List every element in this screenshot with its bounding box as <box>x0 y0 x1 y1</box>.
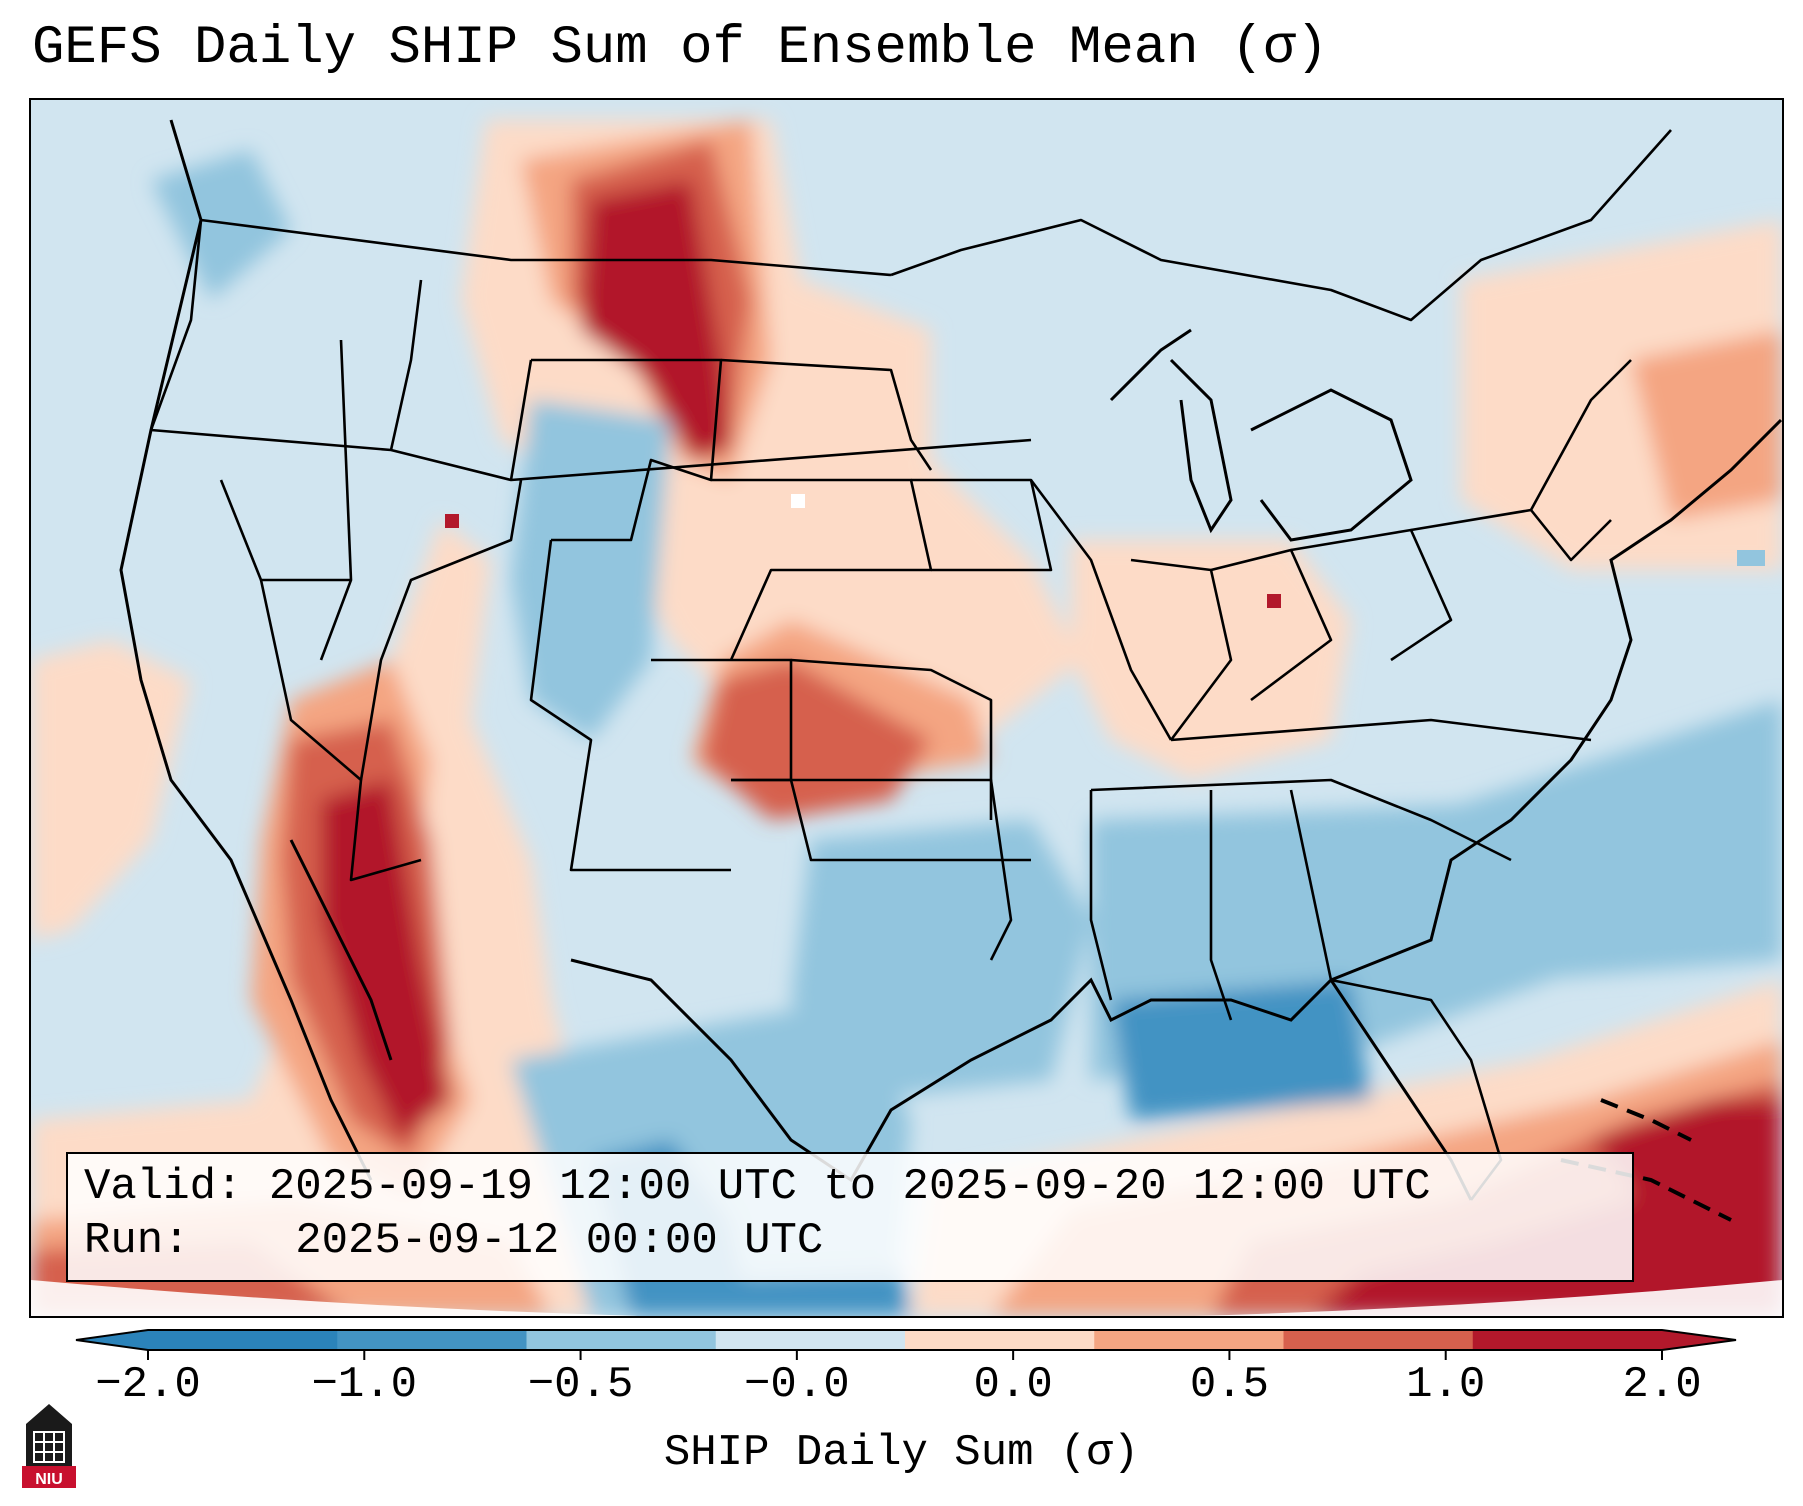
colorbar-tick-label: 0.5 <box>1189 1360 1270 1410</box>
pixel-specks <box>445 494 1765 608</box>
colorbar-tick-label: 0.0 <box>973 1360 1053 1410</box>
run-line: Run: 2025-09-12 00:00 UTC <box>84 1216 823 1266</box>
colorbar-extend-min <box>76 1330 148 1350</box>
colorbar-segment <box>337 1330 527 1350</box>
colorbar <box>75 1329 1737 1360</box>
map-panel <box>29 98 1784 1318</box>
shaded-map <box>31 100 1782 1316</box>
valid-value: 2025-09-19 12:00 UTC to 2025-09-20 12:00… <box>268 1162 1431 1212</box>
colorbar-label: SHIP Daily Sum (σ) <box>663 1428 1140 1478</box>
colorbar-tick-label: 2.0 <box>1622 1360 1702 1410</box>
run-value: 2025-09-12 00:00 UTC <box>295 1216 824 1266</box>
colorbar-extend-max <box>1662 1330 1736 1350</box>
colorbar-segment <box>905 1330 1095 1350</box>
colorbar-segment <box>1472 1330 1663 1350</box>
valid-line: Valid: 2025-09-19 12:00 UTC to 2025-09-2… <box>84 1162 1431 1212</box>
colorbar-segment <box>148 1330 338 1350</box>
colorbar-segment <box>715 1330 906 1350</box>
colorbar-tick-label: −0.0 <box>744 1360 850 1410</box>
valid-run-info-box: Valid: 2025-09-19 12:00 UTC to 2025-09-2… <box>66 1152 1634 1282</box>
valid-label: Valid: <box>84 1162 243 1212</box>
colorbar-tick-label: 1.0 <box>1406 1360 1486 1410</box>
run-label: Run: <box>84 1216 190 1266</box>
page-title: GEFS Daily SHIP Sum of Ensemble Mean (σ) <box>32 18 1329 79</box>
colorbar-tick-label: −0.5 <box>527 1360 634 1410</box>
colorbar-tick-label: −2.0 <box>95 1360 201 1410</box>
state-borders <box>149 129 1672 1201</box>
niu-logo-icon: NIU <box>22 1404 76 1488</box>
colorbar-segment <box>1283 1330 1474 1350</box>
colorbar-segment <box>1094 1330 1284 1350</box>
logo-text: NIU <box>35 1471 63 1488</box>
colorbar-tick-label: −1.0 <box>311 1360 418 1410</box>
colorbar-segment <box>526 1330 717 1350</box>
coastline <box>119 119 1782 1201</box>
